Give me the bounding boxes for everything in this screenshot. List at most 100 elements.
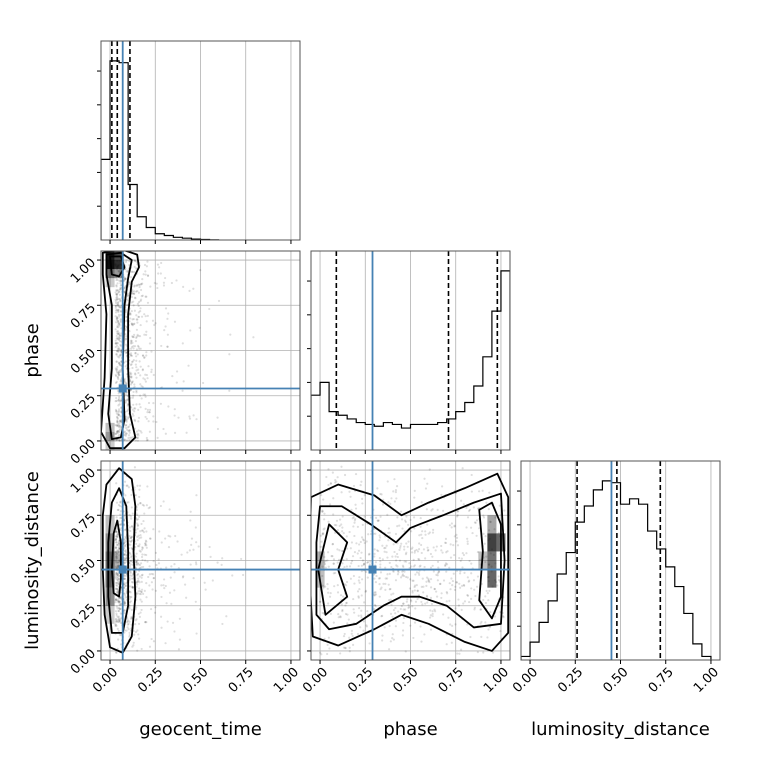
scatter-point [119, 344, 123, 348]
scatter-point [127, 501, 130, 504]
scatter-point [119, 617, 122, 621]
scatter-point [141, 573, 144, 577]
scatter-point [403, 560, 406, 563]
scatter-point [139, 347, 142, 350]
scatter-point [133, 410, 136, 413]
scatter-point [126, 389, 129, 392]
scatter-point [404, 519, 407, 522]
scatter-point [120, 407, 123, 410]
scatter-point [378, 534, 381, 537]
scatter-point [177, 416, 180, 419]
scatter-point [138, 347, 141, 350]
scatter-point [456, 510, 459, 513]
scatter-point [126, 484, 129, 487]
scatter-point [139, 365, 142, 368]
scatter-point [140, 529, 144, 532]
scatter-point [195, 418, 198, 421]
scatter-point [130, 363, 133, 366]
scatter-point [116, 350, 119, 353]
scatter-point [173, 431, 177, 434]
scatter-point [117, 348, 120, 351]
scatter-point [134, 372, 137, 375]
scatter-point [129, 515, 132, 518]
scatter-point [410, 551, 414, 554]
scatter-point [117, 333, 120, 336]
scatter-point [136, 522, 139, 525]
scatter-point [440, 493, 443, 496]
scatter-point [162, 500, 165, 503]
scatter-point [394, 532, 398, 536]
scatter-point [143, 313, 146, 316]
scatter-point [129, 529, 132, 533]
scatter-point [124, 382, 127, 385]
scatter-point [117, 331, 120, 334]
scatter-point [123, 575, 126, 578]
scatter-point [418, 565, 421, 568]
scatter-point [115, 293, 118, 296]
scatter-point [119, 597, 122, 600]
scatter-point [331, 471, 334, 474]
scatter-point [156, 263, 160, 266]
panel-geocent_time-vs-luminosity_distance: 0.00 0.25 0.50 0.75 1.000.000.250.500.751.00 [68, 460, 302, 696]
scatter-point [129, 317, 132, 320]
scatter-point [146, 438, 149, 442]
scatter-point [132, 435, 135, 438]
scatter-point [129, 375, 132, 378]
scatter-point [402, 621, 405, 625]
scatter-point [138, 283, 141, 287]
scatter-point [117, 580, 120, 583]
scatter-point [171, 375, 174, 378]
scatter-point [430, 509, 433, 512]
scatter-point [459, 648, 463, 651]
scatter-point [119, 370, 122, 373]
scatter-point [361, 523, 364, 527]
y-axis-label-luminosity_distance: luminosity_distance [22, 471, 43, 650]
scatter-point [323, 527, 326, 530]
scatter-point [140, 580, 143, 583]
scatter-point [115, 541, 118, 544]
scatter-point [345, 601, 348, 604]
scatter-point [199, 269, 202, 272]
scatter-point [118, 324, 121, 327]
scatter-point [116, 420, 119, 423]
scatter-point [115, 368, 118, 371]
scatter-point [137, 622, 141, 625]
scatter-point [115, 624, 118, 627]
scatter-point [348, 646, 351, 649]
scatter-point [118, 333, 121, 336]
scatter-point [431, 564, 434, 567]
scatter-point [116, 368, 119, 371]
scatter-point [204, 588, 207, 591]
scatter-point [137, 283, 140, 286]
scatter-point [142, 504, 146, 507]
scatter-point [144, 395, 147, 398]
scatter-point [448, 599, 451, 602]
scatter-point [128, 438, 131, 442]
scatter-point [390, 593, 393, 596]
scatter-point [117, 408, 121, 411]
scatter-point [346, 622, 349, 625]
scatter-point [489, 520, 492, 524]
scatter-point [114, 601, 117, 604]
scatter-point [139, 310, 142, 313]
x-tick-label: 0.00 [90, 665, 121, 696]
scatter-point [203, 581, 206, 584]
scatter-point [130, 577, 134, 580]
scatter-point [120, 350, 123, 353]
scatter-point [463, 584, 466, 587]
scatter-point [133, 385, 136, 388]
scatter-point [146, 408, 150, 411]
scatter-point [145, 544, 148, 547]
scatter-point [403, 530, 406, 533]
scatter-point [118, 305, 121, 308]
histogram-phase [311, 270, 510, 450]
scatter-point [431, 610, 434, 613]
scatter-point [424, 557, 427, 560]
scatter-point [124, 535, 127, 538]
scatter-point [479, 608, 482, 611]
scatter-point [480, 620, 483, 623]
scatter-point [115, 334, 118, 338]
scatter-point [327, 520, 330, 523]
scatter-point [147, 365, 150, 368]
scatter-point [135, 369, 138, 372]
